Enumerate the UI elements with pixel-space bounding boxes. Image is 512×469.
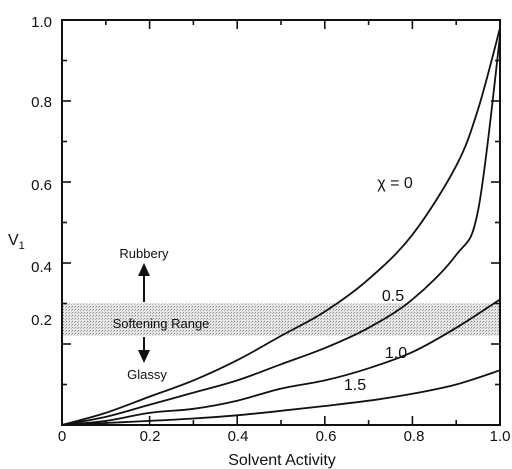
glassy-arrowhead xyxy=(138,350,150,363)
y-axis-subscript: 1 xyxy=(19,240,25,252)
x-tick-label-5: 1.0 xyxy=(490,428,511,445)
x-tick-label-0: 0 xyxy=(58,428,66,445)
series-layer xyxy=(61,27,501,426)
x-axis-title: Solvent Activity xyxy=(228,452,336,469)
softening-band xyxy=(62,303,500,336)
x-tick-label-1: 0.2 xyxy=(140,428,161,445)
y-tick-label-3: 0.6 xyxy=(31,177,52,194)
y-tick-label-4: 0.8 xyxy=(31,94,52,111)
y-axis-title: V1 xyxy=(8,232,25,252)
x-tick-label-2: 0.4 xyxy=(228,428,249,445)
series-line-1 xyxy=(61,36,501,426)
curve-label-0.5: 0.5 xyxy=(382,288,404,305)
curve-label-1.5: 1.5 xyxy=(344,377,366,394)
ticks-layer xyxy=(61,19,501,426)
series-line-0 xyxy=(61,27,501,426)
rubbery-label: Rubbery xyxy=(119,246,169,261)
y-tick-label-5: 1.0 xyxy=(31,14,52,31)
curve-label-1.0: 1.0 xyxy=(385,345,407,362)
rubbery-arrowhead xyxy=(138,263,150,276)
softening-range-label: Softening Range xyxy=(113,316,210,331)
y-tick-label-2: 0.4 xyxy=(31,259,52,276)
curve-label-chi0: χ = 0 xyxy=(377,175,413,192)
x-tick-label-3: 0.6 xyxy=(316,428,337,445)
series-line-3 xyxy=(61,369,501,426)
x-tick-label-4: 0.8 xyxy=(404,428,425,445)
glassy-label: Glassy xyxy=(127,367,167,382)
y-tick-label-1: 0.2 xyxy=(31,312,52,329)
series-line-2 xyxy=(61,298,501,426)
